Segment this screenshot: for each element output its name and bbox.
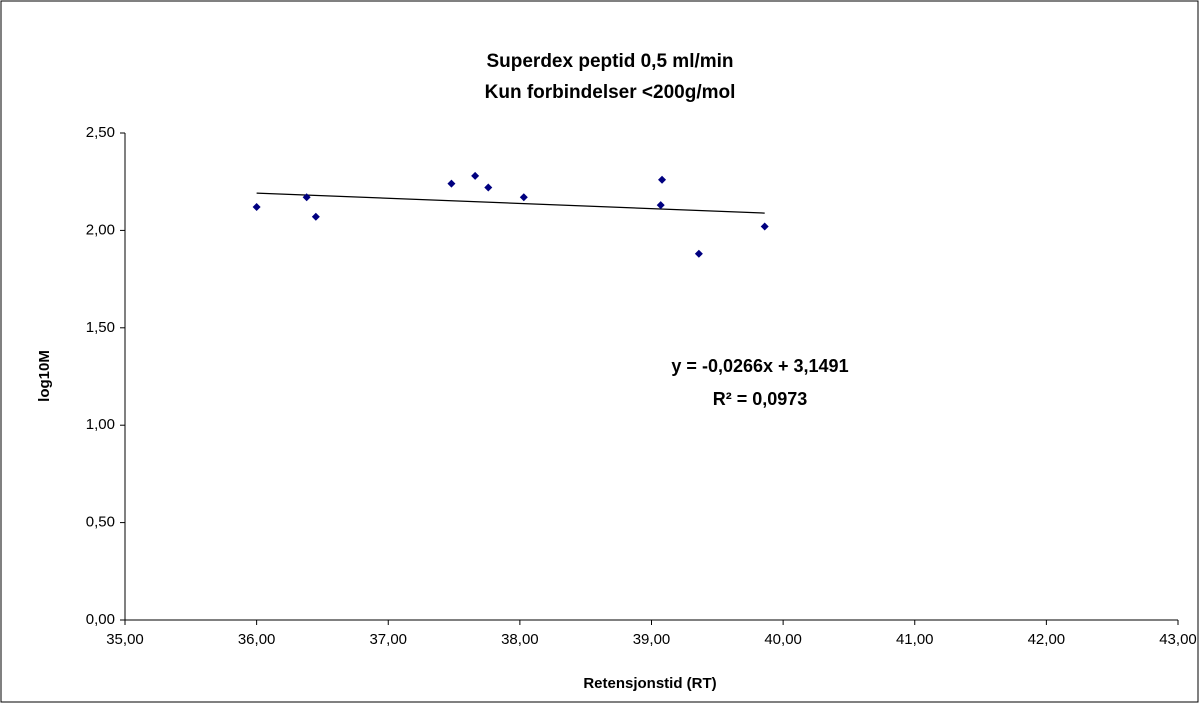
- y-tick-label: 1,50: [86, 319, 115, 336]
- data-point: [760, 222, 769, 231]
- x-tick-label: 35,00: [106, 631, 144, 648]
- data-point: [252, 203, 261, 212]
- y-axis-label: log10M: [36, 350, 53, 402]
- data-point: [471, 171, 480, 180]
- x-tick-label: 42,00: [1028, 631, 1066, 648]
- y-tick-label: 2,00: [86, 221, 115, 238]
- data-point: [658, 175, 667, 184]
- data-point: [311, 212, 320, 221]
- x-axis-label: Retensjonstid (RT): [583, 675, 716, 692]
- chart-subtitle: Kun forbindelser <200g/mol: [485, 82, 736, 103]
- data-point: [484, 183, 493, 192]
- x-tick-label: 37,00: [369, 631, 407, 648]
- x-tick-label: 40,00: [764, 631, 802, 648]
- x-tick-label: 38,00: [501, 631, 539, 648]
- trendline-equation: y = -0,0266x + 3,1491: [671, 356, 848, 376]
- data-point: [519, 193, 528, 202]
- y-tick-label: 1,00: [86, 416, 115, 433]
- y-tick-label: 0,00: [86, 611, 115, 628]
- data-point: [302, 193, 311, 202]
- y-tick-label: 0,50: [86, 514, 115, 531]
- chart-title: Superdex peptid 0,5 ml/min: [486, 51, 733, 72]
- x-tick-label: 39,00: [633, 631, 671, 648]
- trendline: [256, 192, 765, 214]
- data-point: [694, 249, 703, 258]
- trendline-r-squared: R² = 0,0973: [713, 389, 808, 409]
- x-tick-label: 41,00: [896, 631, 934, 648]
- y-tick-label: 2,50: [86, 124, 115, 141]
- x-tick-label: 43,00: [1159, 631, 1197, 648]
- data-point: [447, 179, 456, 188]
- data-point: [656, 201, 665, 210]
- x-tick-label: 36,00: [238, 631, 276, 648]
